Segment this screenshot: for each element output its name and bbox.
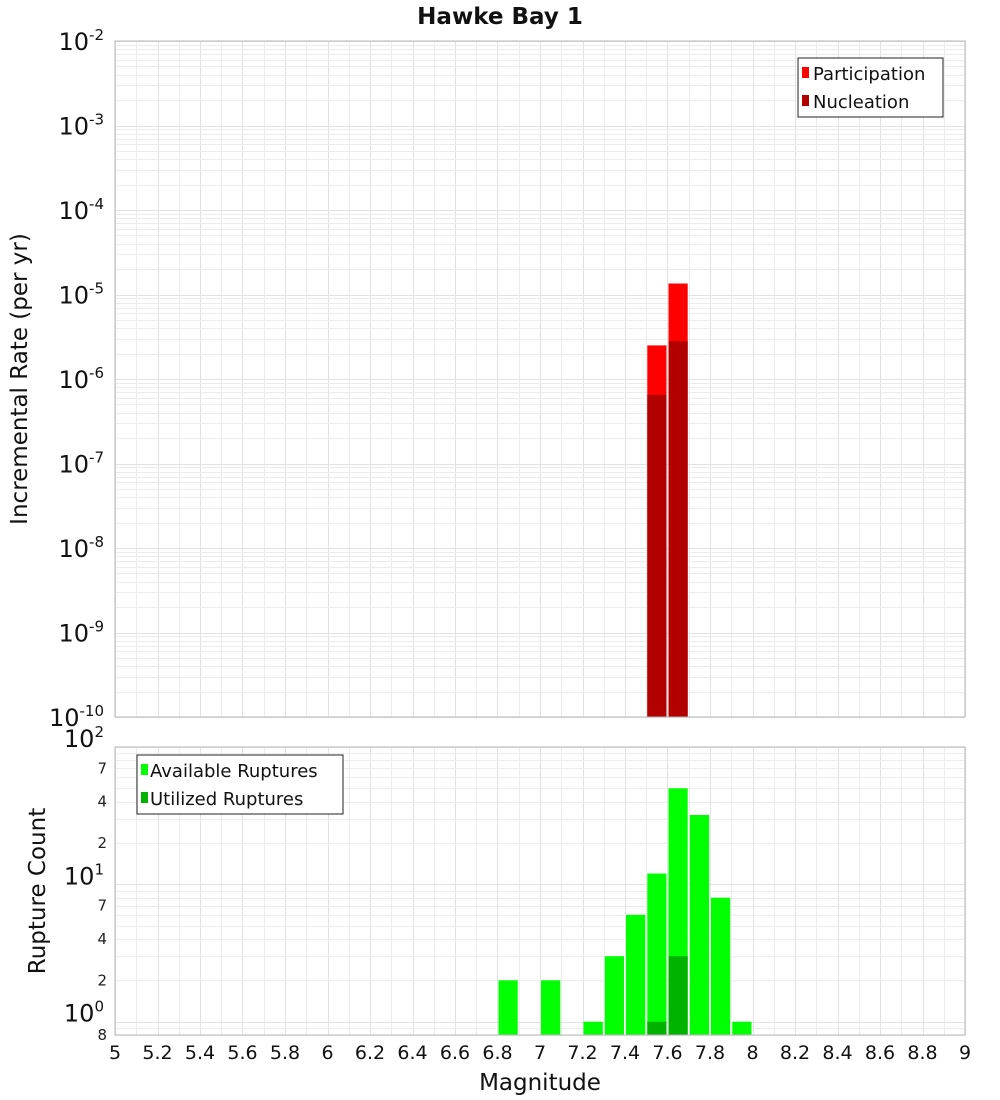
legend-label-nucleation: Nucleation [813,92,909,113]
top-legend-box [797,57,944,118]
y-minor-tick-label: 4 [97,930,107,948]
x-tick-label: 5.2 [142,1042,172,1064]
x-tick-label: 8 [746,1042,758,1064]
y-minor-tick-label: 2 [97,834,107,852]
y-tick-label: 10-2 [58,26,104,56]
top-grid [115,41,966,718]
bottom-bar-utilized-ruptures [668,956,688,1035]
x-tick-label: 8.8 [907,1042,937,1064]
top-bar-nucleation [668,341,688,717]
y-minor-tick-label: 4 [97,793,107,811]
legend-swatch-available-ruptures [141,764,148,775]
bottom-bar-available-ruptures [498,980,518,1035]
y-tick-label: 10-3 [58,111,104,141]
legend-swatch-utilized-ruptures [141,792,148,803]
legend-label-utilized-ruptures: Utilized Ruptures [150,789,303,810]
x-tick-label: 8.6 [865,1042,895,1064]
top-legend: Participation Nucleation [797,57,944,118]
top-bars [647,283,688,717]
x-tick-label: 7.8 [695,1042,725,1064]
x-tick-label: 8.2 [780,1042,810,1064]
bottom-legend: Available Ruptures Utilized Ruptures [136,754,344,815]
x-tick-label: 6.6 [440,1042,470,1064]
y-minor-tick-label: 7 [97,759,107,777]
y-minor-tick-label: 8 [97,1026,107,1044]
x-tick-label: 5.8 [270,1042,300,1064]
y-tick-label: 10-6 [58,364,104,394]
x-axis-title: Magnitude [479,1070,601,1096]
y-tick-label: 100 [64,998,104,1028]
y-tick-label: 102 [64,723,104,753]
bottom-bar-available-ruptures [583,1021,603,1035]
y-tick-label: 10-4 [58,195,104,225]
x-tick-label: 9 [959,1042,971,1064]
bottom-legend-box [136,754,344,815]
top-bar-nucleation [647,394,667,717]
y-minor-tick-label: 7 [97,897,107,915]
y-tick-label: 10-10 [49,702,104,732]
x-tick-label: 6 [321,1042,333,1064]
top-y-axis-title: Incremental Rate (per yr) [7,233,33,525]
bottom-bars [498,788,752,1035]
legend-label-participation: Participation [813,64,925,85]
bottom-bar-available-ruptures [604,956,624,1035]
bottom-bar-available-ruptures [689,815,710,1035]
chart-title: Hawke Bay 1 [417,4,583,30]
bottom-bar-available-ruptures [647,873,667,1035]
legend-label-available-ruptures: Available Ruptures [150,761,318,782]
bottom-bar-utilized-ruptures [647,1021,667,1035]
x-tick-label: 6.4 [397,1042,427,1064]
y-tick-label: 10-9 [58,618,104,648]
bottom-bar-available-ruptures [541,980,561,1035]
y-tick-label: 10-5 [58,280,104,310]
x-tick-label: 7.2 [567,1042,597,1064]
x-tick-label: 5.6 [227,1042,257,1064]
x-tick-label: 6.2 [355,1042,385,1064]
bottom-y-tick-labels: 100 101 102 8 2 4 7 2 4 7 [64,723,107,1044]
legend-swatch-participation [802,67,809,78]
x-tick-label: 7.6 [652,1042,682,1064]
x-tick-label: 7.4 [610,1042,640,1064]
top-y-tick-labels: 10-10 10-9 10-8 10-7 10-6 10-5 10-4 10-3 10-2 [49,26,104,732]
bottom-bar-available-ruptures [711,897,731,1035]
x-tick-label: 7 [534,1042,546,1064]
bottom-bar-available-ruptures [626,914,646,1035]
x-tick-label: 5.4 [185,1042,215,1064]
x-tick-label: 6.8 [482,1042,512,1064]
bottom-y-axis-title: Rupture Count [25,808,51,974]
x-tick-labels: 5 5.2 5.4 5.6 5.8 6 6.2 6.4 6.6 6.8 7 7.2 7.4 7.6 7.8 8… [109,1042,971,1064]
y-tick-label: 10-8 [58,533,104,563]
y-tick-label: 101 [64,860,104,890]
x-tick-label: 5 [109,1042,121,1064]
y-tick-label: 10-7 [58,449,104,479]
y-minor-tick-label: 2 [97,971,107,989]
bottom-bar-available-ruptures [732,1021,752,1035]
legend-swatch-nucleation [802,95,809,106]
x-tick-label: 8.4 [822,1042,852,1064]
